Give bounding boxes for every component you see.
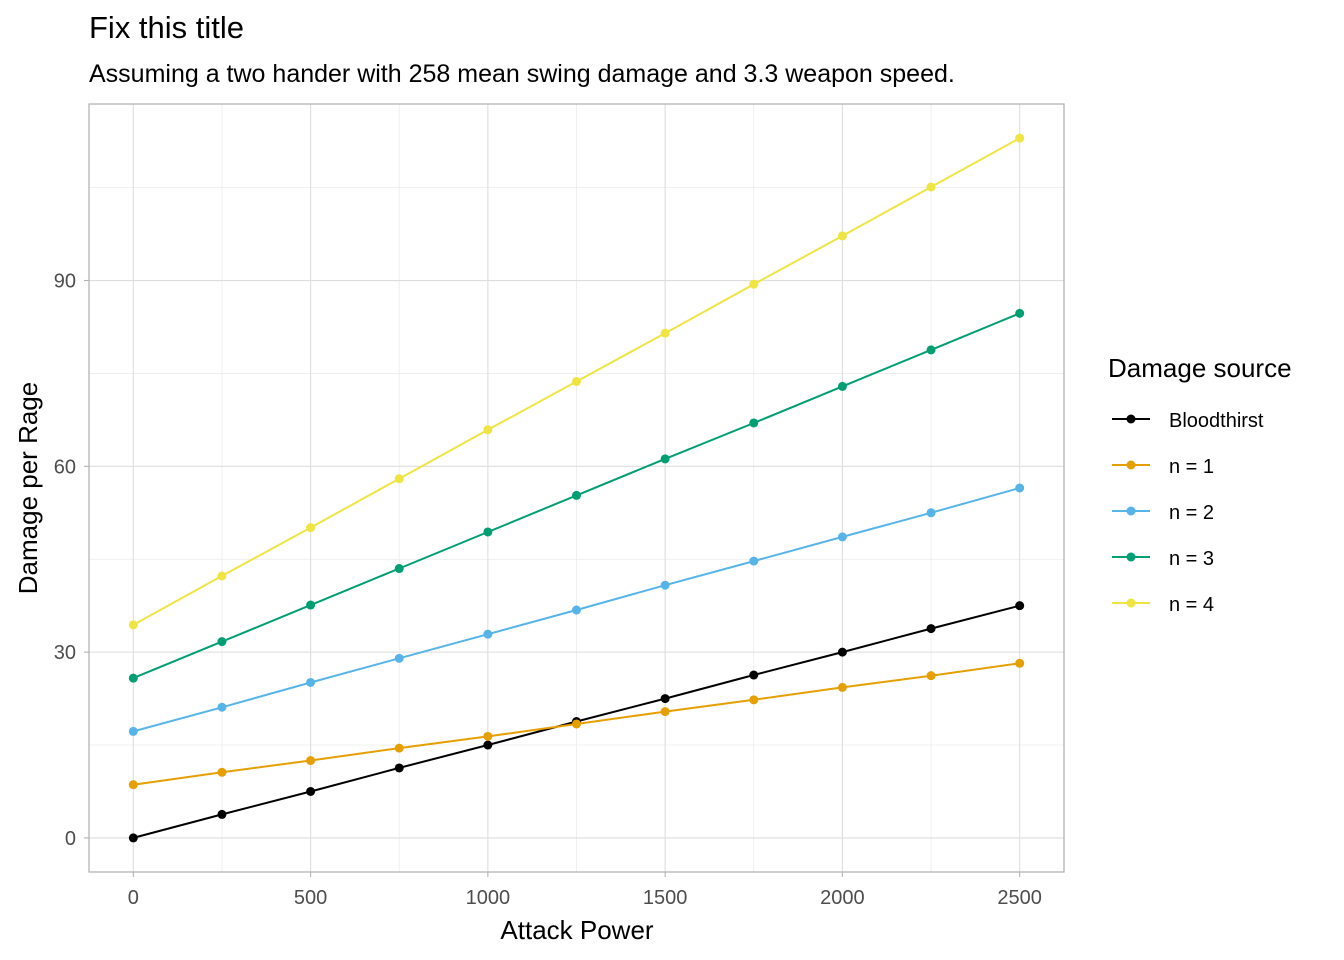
legend-key-point-n-4 bbox=[1126, 598, 1136, 608]
grid-lines bbox=[89, 104, 1064, 872]
x-tick-label: 2500 bbox=[997, 887, 1042, 909]
chart-title: Fix this title bbox=[89, 10, 245, 45]
y-axis-ticks: 0 30 60 90 bbox=[54, 271, 89, 850]
data-point-n-3 bbox=[1015, 308, 1025, 318]
data-point-n-3 bbox=[394, 564, 404, 574]
data-point-n-3 bbox=[483, 527, 493, 537]
data-point-bloodthirst bbox=[306, 786, 316, 796]
data-point-bloodthirst bbox=[1015, 601, 1025, 611]
data-point-n-2 bbox=[926, 508, 936, 518]
x-axis-title: Attack Power bbox=[500, 915, 654, 945]
x-axis-ticks: 0 500 1000 1500 2000 2500 bbox=[128, 872, 1042, 909]
y-axis-title: Damage per Rage bbox=[13, 382, 43, 594]
data-point-n-4 bbox=[128, 620, 138, 630]
data-point-n-1 bbox=[837, 682, 847, 692]
y-tick-label: 30 bbox=[54, 642, 76, 664]
data-point-n-3 bbox=[572, 490, 581, 500]
data-point-n-2 bbox=[394, 653, 404, 663]
plot-panel-border bbox=[88, 103, 1065, 873]
legend-label-n-3: n = 3 bbox=[1169, 548, 1214, 570]
legend-title: Damage source bbox=[1108, 353, 1292, 383]
legend: Damage source Bloodthirst n = 1 n = 2 n = 3… bbox=[1108, 353, 1292, 616]
legend-key-point-n-2 bbox=[1126, 506, 1136, 516]
x-tick-label: 1000 bbox=[466, 887, 511, 909]
data-point-n-1 bbox=[926, 671, 936, 681]
data-point-n-3 bbox=[128, 673, 138, 683]
data-point-n-4 bbox=[1015, 133, 1025, 143]
chart-subtitle: Assuming a two hander with 258 mean swin… bbox=[89, 60, 955, 88]
data-point-n-4 bbox=[572, 376, 581, 386]
data-point-n-2 bbox=[483, 629, 493, 639]
data-point-n-4 bbox=[217, 571, 227, 581]
data-point-n-3 bbox=[926, 345, 936, 355]
x-tick-label: 2000 bbox=[820, 887, 865, 909]
data-point-n-1 bbox=[483, 731, 493, 741]
data-point-n-4 bbox=[483, 425, 493, 435]
data-point-n-2 bbox=[128, 726, 138, 736]
x-tick-label: 0 bbox=[128, 887, 139, 909]
data-point-bloodthirst bbox=[217, 809, 227, 819]
x-tick-label: 1500 bbox=[643, 887, 688, 909]
data-point-n-2 bbox=[749, 556, 759, 566]
data-point-bloodthirst bbox=[660, 694, 670, 704]
data-point-bloodthirst bbox=[394, 763, 404, 773]
data-point-n-2 bbox=[660, 580, 670, 590]
data-point-n-1 bbox=[572, 719, 581, 729]
y-tick-label: 0 bbox=[65, 828, 76, 850]
legend-label-bloodthirst: Bloodthirst bbox=[1169, 410, 1264, 432]
legend-key-point-bloodthirst bbox=[1126, 414, 1136, 424]
data-point-n-1 bbox=[394, 743, 404, 753]
data-point-n-4 bbox=[394, 474, 404, 484]
legend-key-point-n-1 bbox=[1126, 460, 1136, 470]
data-point-n-3 bbox=[660, 454, 670, 464]
data-point-n-2 bbox=[306, 677, 316, 687]
data-point-n-4 bbox=[306, 523, 316, 533]
x-tick-label: 500 bbox=[294, 887, 327, 909]
legend-key-point-n-3 bbox=[1126, 552, 1136, 562]
legend-label-n-4: n = 4 bbox=[1169, 594, 1214, 616]
data-point-n-2 bbox=[572, 605, 581, 615]
data-point-n-1 bbox=[128, 780, 138, 790]
data-point-bloodthirst bbox=[926, 624, 936, 634]
data-point-n-1 bbox=[660, 707, 670, 717]
data-point-n-1 bbox=[749, 695, 759, 705]
data-point-n-3 bbox=[217, 637, 227, 647]
data-point-n-3 bbox=[749, 418, 759, 428]
data-point-n-4 bbox=[660, 328, 670, 338]
data-point-n-1 bbox=[306, 756, 316, 766]
data-point-bloodthirst bbox=[749, 670, 759, 680]
data-point-n-4 bbox=[926, 182, 936, 192]
data-point-n-4 bbox=[749, 279, 759, 289]
data-point-n-1 bbox=[217, 767, 227, 777]
data-point-n-3 bbox=[306, 600, 316, 610]
legend-label-n-1: n = 1 bbox=[1169, 456, 1214, 478]
data-point-n-2 bbox=[217, 702, 227, 712]
data-point-bloodthirst bbox=[483, 740, 493, 750]
data-point-n-1 bbox=[1015, 658, 1025, 668]
data-point-bloodthirst bbox=[128, 833, 138, 843]
legend-label-n-2: n = 2 bbox=[1169, 502, 1214, 524]
data-point-n-3 bbox=[837, 381, 847, 391]
series-layer bbox=[128, 133, 1025, 843]
data-point-n-4 bbox=[837, 231, 847, 241]
y-tick-label: 90 bbox=[54, 271, 76, 293]
data-point-bloodthirst bbox=[837, 647, 847, 657]
data-point-n-2 bbox=[837, 532, 847, 542]
y-tick-label: 60 bbox=[54, 456, 76, 478]
data-point-n-2 bbox=[1015, 483, 1025, 493]
